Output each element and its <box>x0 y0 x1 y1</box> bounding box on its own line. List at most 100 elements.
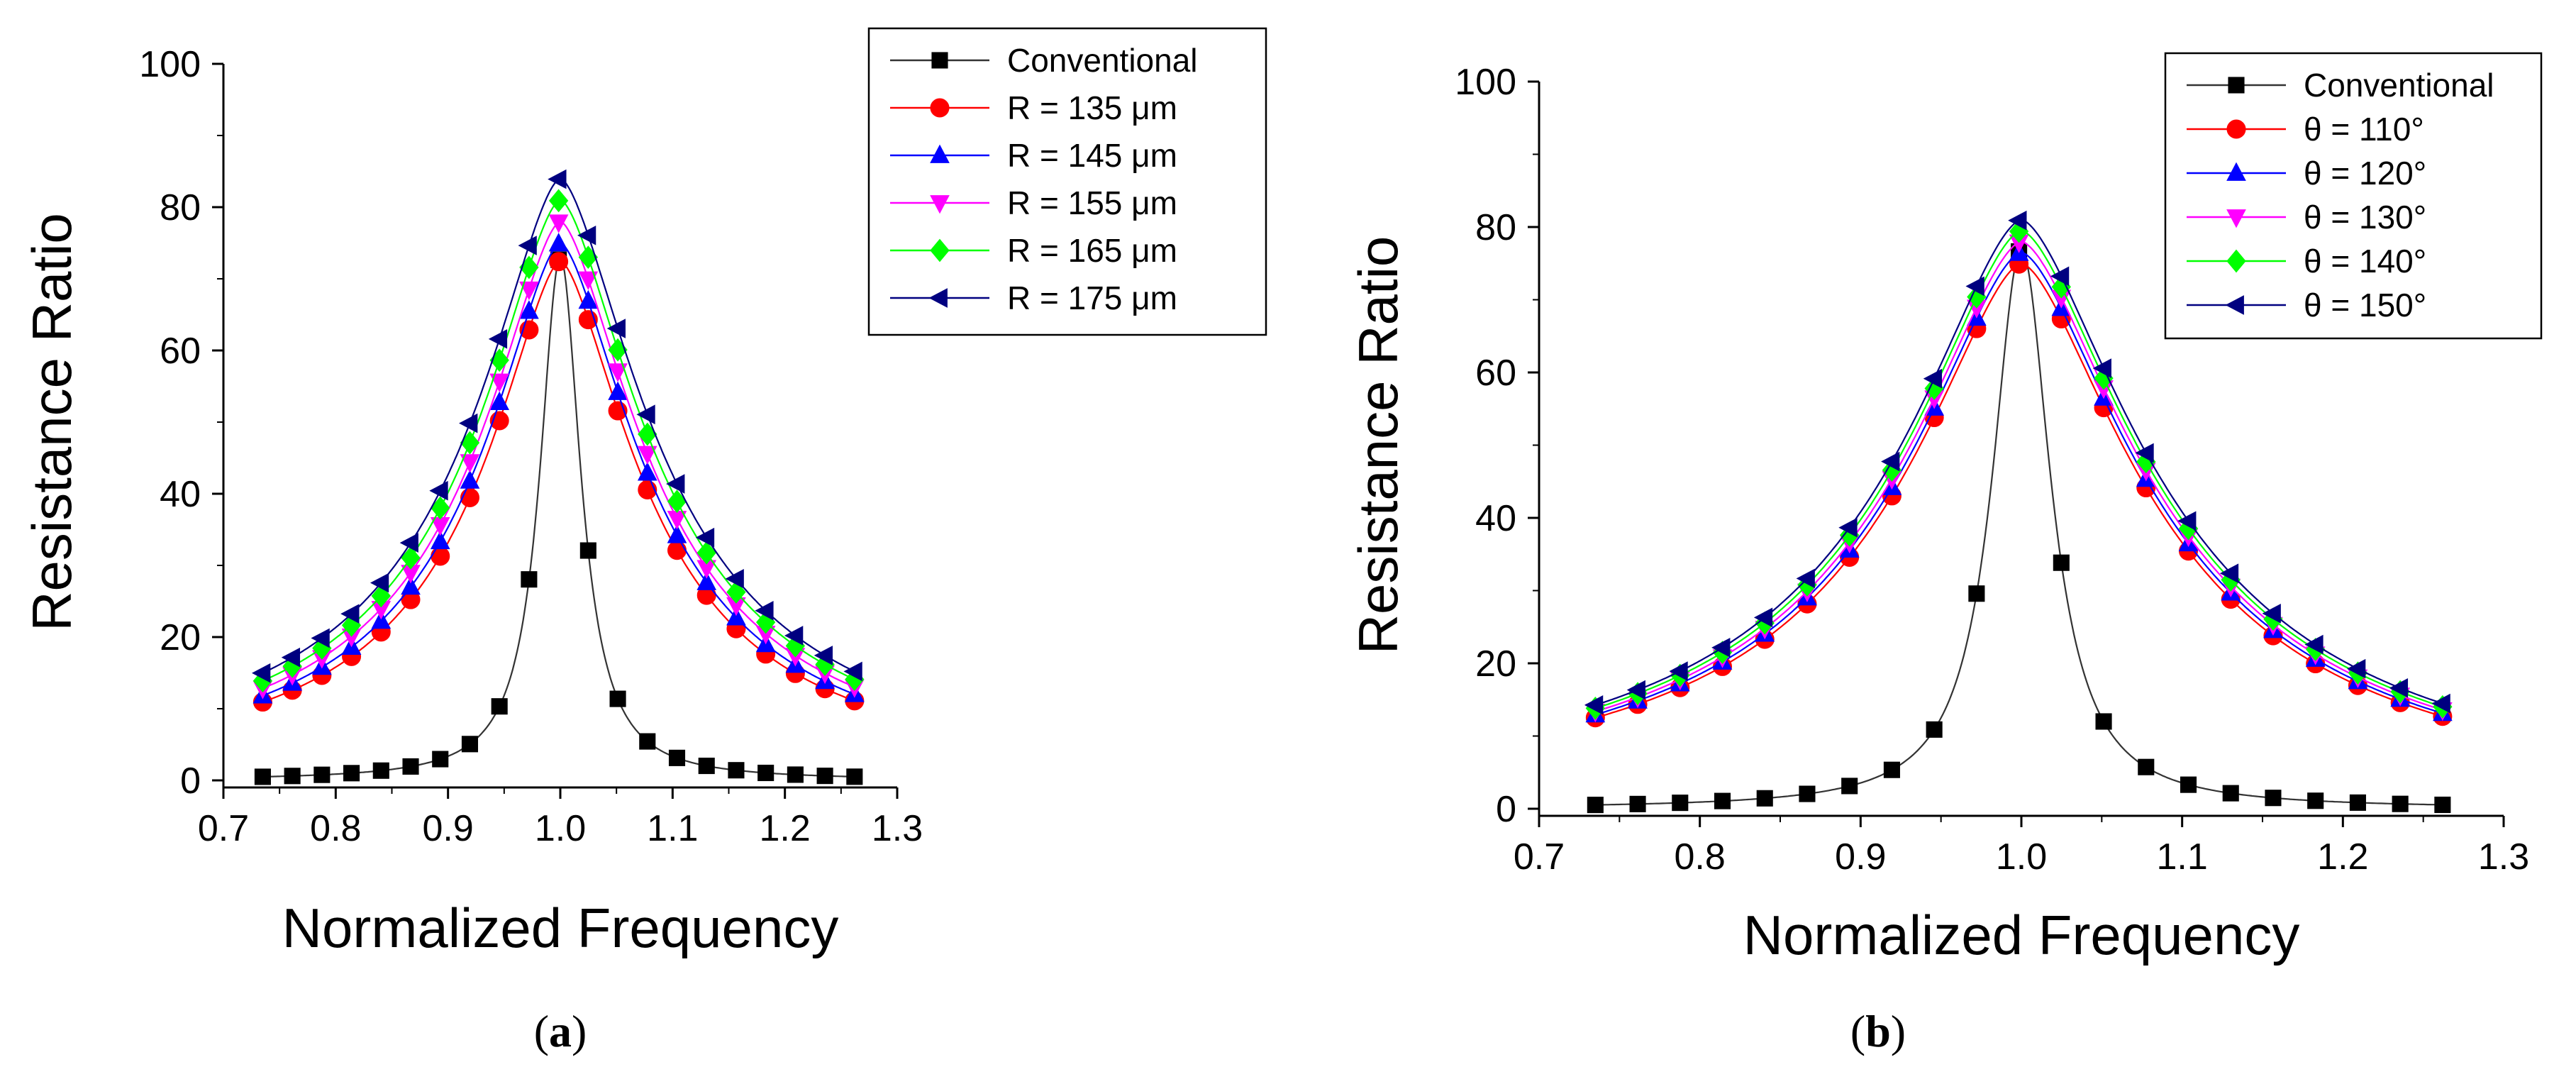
legend-label: θ = 140° <box>2304 243 2426 280</box>
legend-label: θ = 150° <box>2304 287 2426 323</box>
legend-marker <box>930 144 950 163</box>
y-tick-label: 80 <box>160 187 201 228</box>
data-point <box>2053 554 2070 571</box>
legend-marker <box>2228 77 2245 94</box>
data-point <box>548 189 569 213</box>
data-point <box>2347 658 2366 679</box>
data-point <box>1799 785 1816 802</box>
y-tick-label: 0 <box>1496 789 1516 830</box>
data-point <box>1672 795 1689 812</box>
data-point <box>399 533 418 553</box>
legend-marker <box>928 288 948 308</box>
data-point <box>2177 511 2197 531</box>
legend-marker <box>2226 249 2246 273</box>
x-tick-label: 0.8 <box>310 808 361 849</box>
legend-box <box>867 27 1267 336</box>
data-point <box>726 607 746 626</box>
data-point <box>2135 443 2154 463</box>
caption-a: (a) <box>534 1006 587 1056</box>
data-point <box>1629 795 1646 812</box>
legend-label: θ = 120° <box>2304 155 2426 192</box>
legend-label: Conventional <box>2304 67 2494 104</box>
data-point <box>667 524 687 543</box>
data-point <box>343 765 360 782</box>
data-point <box>519 300 539 319</box>
data-point <box>725 569 744 589</box>
data-point <box>489 373 510 392</box>
legend-marker <box>931 52 948 69</box>
caption-b: (b) <box>1850 1006 1906 1056</box>
data-point <box>460 454 480 473</box>
data-point <box>578 271 599 290</box>
data-point <box>1881 451 1900 472</box>
x-tick-label: 1.0 <box>535 808 586 849</box>
data-point <box>1968 585 1985 602</box>
data-point <box>2219 563 2239 584</box>
data-point <box>1669 661 1688 681</box>
data-point <box>548 233 569 252</box>
legend-marker <box>930 195 950 214</box>
data-point <box>1584 695 1604 715</box>
x-axis-title: Normalized Frequency <box>1743 904 2300 966</box>
x-tick-label: 1.1 <box>2157 836 2208 878</box>
data-point <box>461 736 479 753</box>
legend-marker <box>2226 209 2246 228</box>
chart-panel-a: 0.7 0.8 0.9 1.0 1.1 1.2 1.3 0 20 40 60 80 100 Normali… <box>21 27 1267 1056</box>
data-point <box>370 573 389 593</box>
data-point <box>695 527 715 548</box>
data-point <box>281 647 301 668</box>
data-point <box>2307 792 2324 809</box>
series-2 <box>252 233 865 704</box>
data-point <box>431 546 450 566</box>
data-point <box>372 762 389 779</box>
legend-marker <box>930 238 950 262</box>
data-point <box>401 575 421 595</box>
data-point <box>814 646 833 665</box>
data-point <box>459 413 478 433</box>
x-tick-label: 0.7 <box>198 808 249 849</box>
data-point <box>340 604 360 624</box>
series-5 <box>1584 210 2450 715</box>
data-point <box>1714 792 1731 809</box>
data-point <box>608 381 628 400</box>
y-tick-label: 40 <box>1475 498 1516 539</box>
legend-label: θ = 110° <box>2304 111 2424 148</box>
data-point <box>816 768 833 785</box>
data-point <box>1626 680 1645 700</box>
data-point <box>311 628 330 648</box>
data-point <box>313 766 331 783</box>
y-tick-label: 0 <box>180 761 201 802</box>
series-5 <box>252 169 862 683</box>
data-point <box>577 225 596 245</box>
data-point <box>548 214 569 233</box>
caption-letter: a <box>549 1006 572 1056</box>
chart-panel-b: 0.7 0.8 0.9 1.0 1.1 1.2 1.3 0 20 40 60 80 100 Normali… <box>1347 52 2543 1056</box>
data-point <box>2222 785 2239 802</box>
data-point <box>638 422 657 446</box>
data-point <box>667 541 687 560</box>
data-point <box>488 329 508 349</box>
data-point <box>668 749 686 766</box>
data-point <box>1587 797 1604 814</box>
y-tick-label: 80 <box>1475 207 1516 248</box>
data-point <box>1838 517 1858 538</box>
data-point <box>1796 568 1815 589</box>
data-point <box>637 446 657 465</box>
caption-close: ) <box>572 1006 587 1056</box>
data-point <box>2265 790 2282 807</box>
data-point <box>696 571 717 590</box>
data-point <box>371 610 392 629</box>
data-point <box>549 252 569 272</box>
data-point <box>518 236 537 255</box>
legend-marker <box>2225 295 2244 315</box>
y-tick-label: 40 <box>160 474 201 515</box>
legend-label: R = 175 μm <box>1007 280 1177 316</box>
data-point <box>1883 761 1900 778</box>
data-point <box>254 768 271 785</box>
data-point <box>519 281 539 301</box>
data-point <box>2262 604 2281 624</box>
data-point <box>401 546 421 570</box>
y-axis-title: Resistance Ratio <box>21 213 83 631</box>
data-point <box>606 319 626 338</box>
caption-letter: b <box>1865 1006 1891 1056</box>
